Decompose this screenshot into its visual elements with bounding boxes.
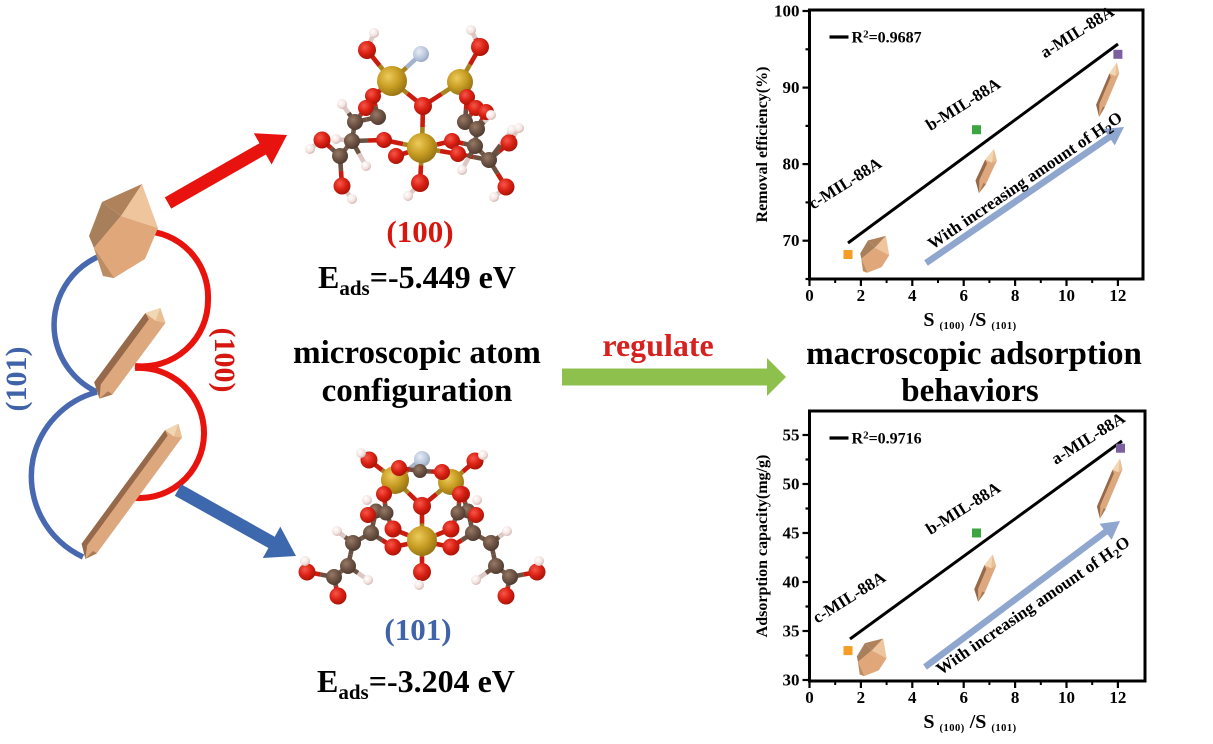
svg-text:10: 10 xyxy=(1058,688,1075,707)
svg-text:b-MIL-88A: b-MIL-88A xyxy=(922,74,1004,135)
svg-text:configuration: configuration xyxy=(322,373,513,409)
svg-text:S (100) /S (101): S (100) /S (101) xyxy=(923,309,1016,332)
svg-text:(101): (101) xyxy=(384,612,451,647)
svg-text:S (100) /S (101): S (100) /S (101) xyxy=(923,711,1016,734)
svg-text:0: 0 xyxy=(805,286,814,305)
svg-text:30: 30 xyxy=(783,671,800,690)
svg-text:8: 8 xyxy=(1011,688,1020,707)
svg-text:Removal efficiency(%): Removal efficiency(%) xyxy=(754,67,771,223)
svg-text:2: 2 xyxy=(857,286,866,305)
svg-text:45: 45 xyxy=(783,524,800,543)
svg-text:90: 90 xyxy=(783,78,800,97)
svg-text:(100): (100) xyxy=(386,214,453,249)
svg-text:(100): (100) xyxy=(208,328,241,393)
svg-text:12: 12 xyxy=(1109,286,1126,305)
svg-text:12: 12 xyxy=(1109,688,1126,707)
svg-text:0: 0 xyxy=(805,688,814,707)
svg-text:Eads=-5.449 eV: Eads=-5.449 eV xyxy=(318,259,516,300)
svg-text:2: 2 xyxy=(857,688,866,707)
svg-text:(101): (101) xyxy=(0,347,33,412)
svg-text:c-MIL-88A: c-MIL-88A xyxy=(805,153,885,213)
svg-text:R2=0.9716: R2=0.9716 xyxy=(852,430,922,448)
svg-text:6: 6 xyxy=(959,688,968,707)
svg-text:50: 50 xyxy=(783,475,800,494)
svg-text:35: 35 xyxy=(783,622,800,641)
svg-text:40: 40 xyxy=(783,573,800,592)
svg-text:70: 70 xyxy=(783,231,800,250)
svg-text:8: 8 xyxy=(1011,286,1020,305)
svg-text:Adsorption capacity(mg/g): Adsorption capacity(mg/g) xyxy=(754,455,771,638)
svg-text:a-MIL-88A: a-MIL-88A xyxy=(1048,408,1129,469)
svg-text:80: 80 xyxy=(783,155,800,174)
svg-text:macroscopic adsorption: macroscopic adsorption xyxy=(806,336,1142,372)
svg-text:regulate: regulate xyxy=(602,327,713,363)
svg-text:With increasing amount of H2O: With increasing amount of H2O xyxy=(924,108,1127,256)
svg-text:100: 100 xyxy=(774,2,800,21)
svg-text:microscopic atom: microscopic atom xyxy=(293,335,541,371)
svg-text:4: 4 xyxy=(908,688,917,707)
svg-text:With increasing amount of H2O: With increasing amount of H2O xyxy=(932,532,1135,681)
svg-text:4: 4 xyxy=(908,286,917,305)
svg-text:b-MIL-88A: b-MIL-88A xyxy=(922,478,1004,539)
svg-text:R2=0.9687: R2=0.9687 xyxy=(852,29,922,47)
svg-text:10: 10 xyxy=(1058,286,1075,305)
svg-text:Eads=-3.204 eV: Eads=-3.204 eV xyxy=(317,663,515,704)
svg-text:55: 55 xyxy=(783,426,800,445)
svg-text:6: 6 xyxy=(959,286,968,305)
svg-text:behaviors: behaviors xyxy=(901,373,1039,409)
